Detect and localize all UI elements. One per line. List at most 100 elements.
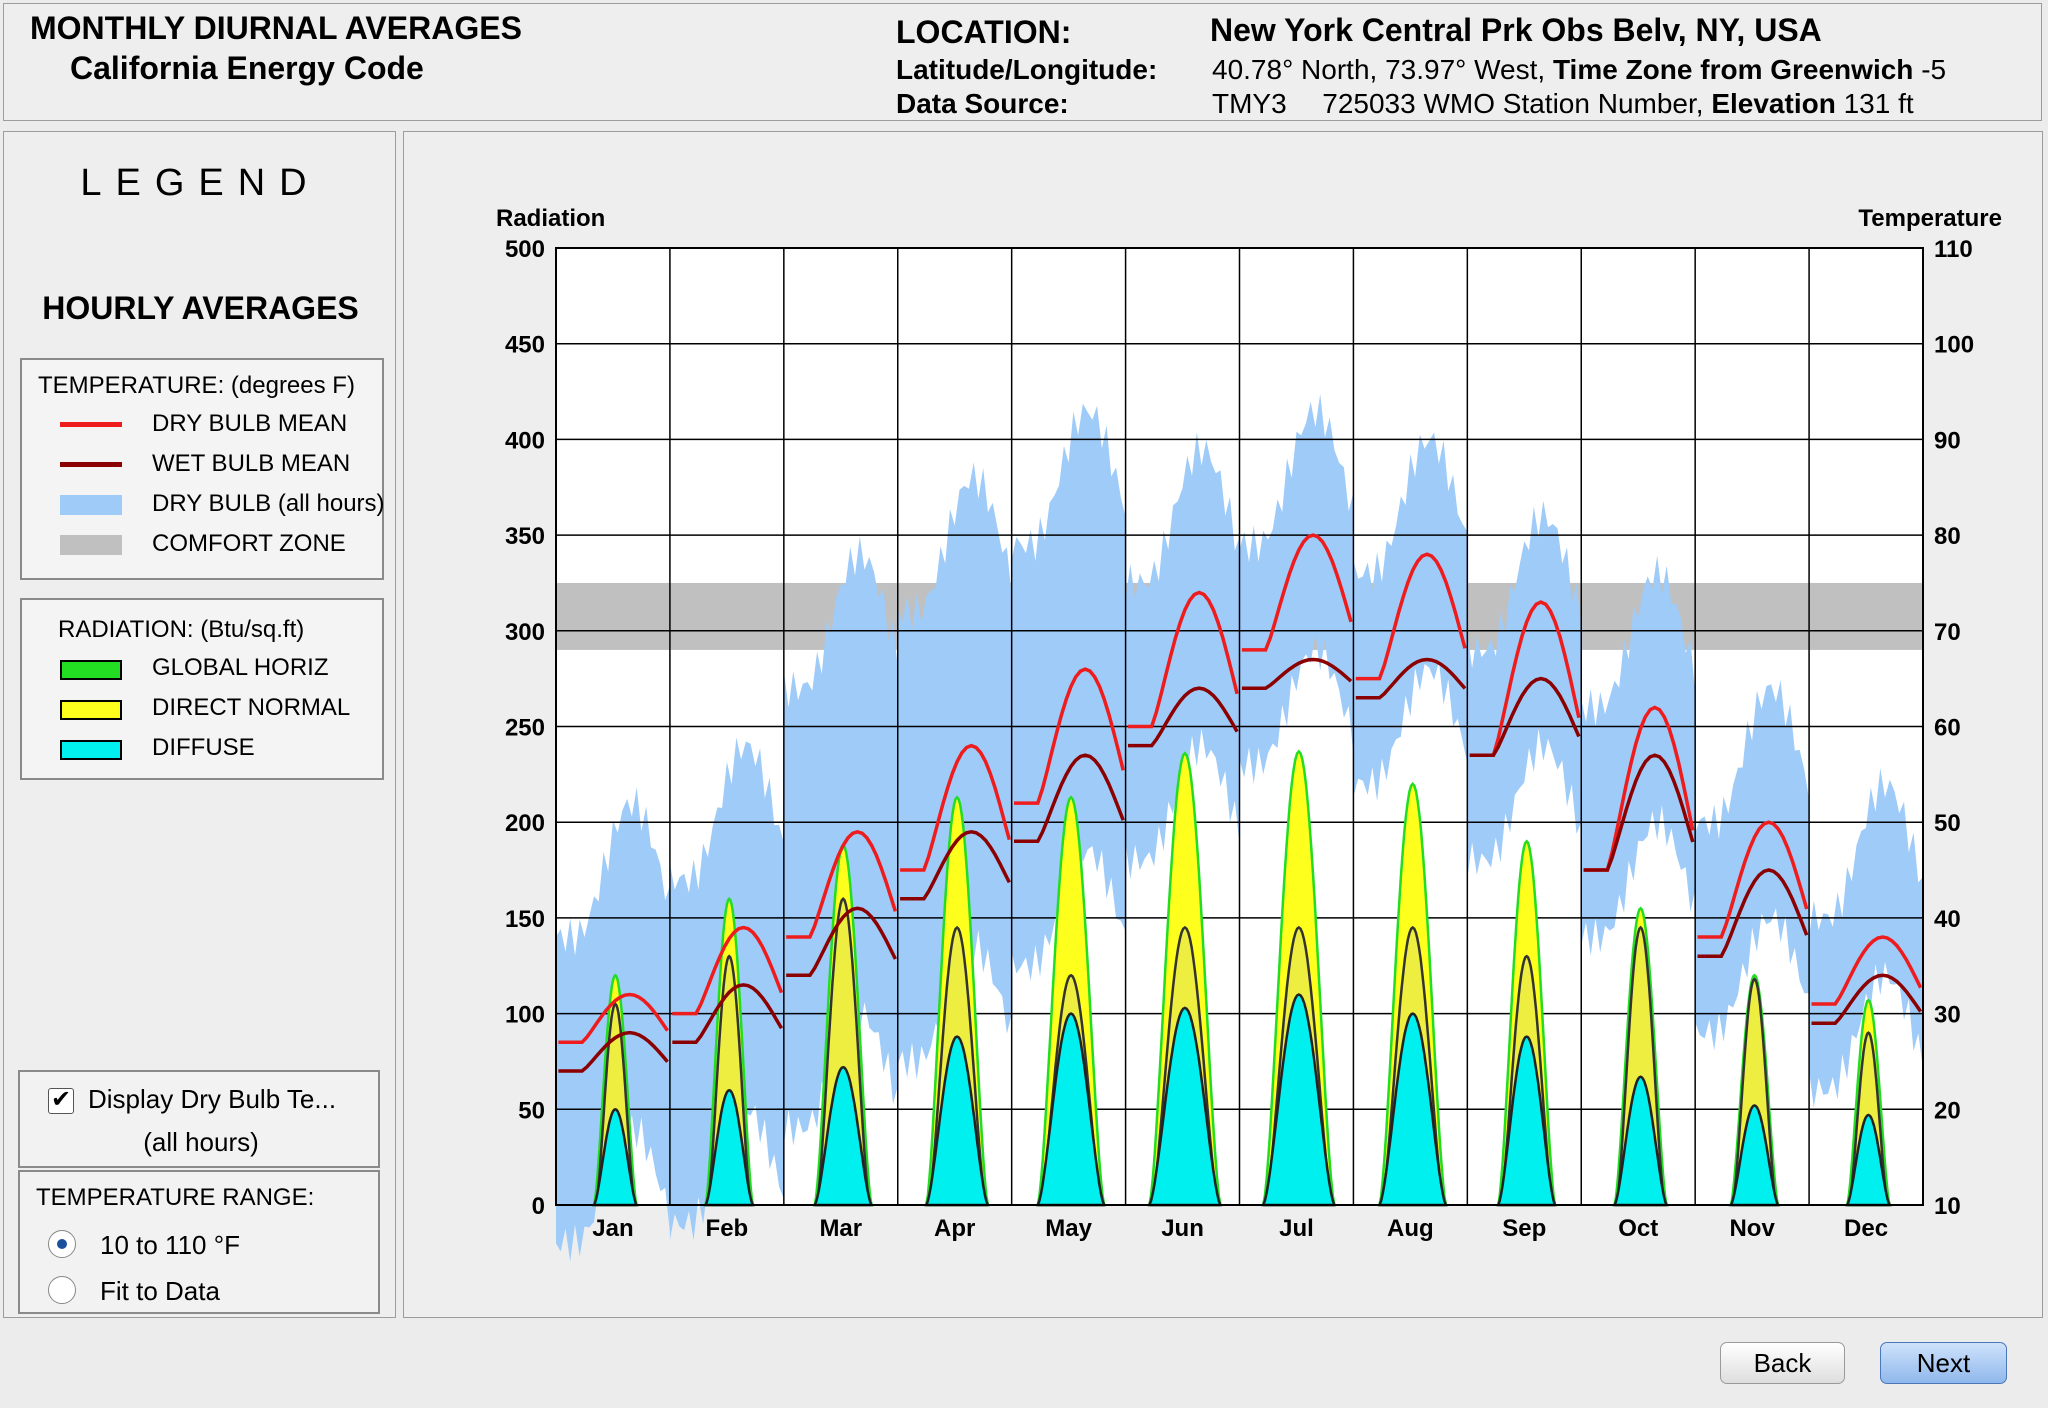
month-tick-label: Sep [1502,1215,1546,1242]
legend-label: GLOBAL HORIZ [152,654,329,681]
radiation-tick-label: 500 [505,236,545,263]
display-dry-bulb-sublabel: (all hours) [143,1127,259,1157]
diffuse-area [592,1107,639,1207]
temperature-tick-label: 10 [1934,1193,1961,1220]
radiation-tick-label: 300 [505,619,545,646]
diffuse-area [1261,993,1337,1207]
dry-bulb-mean-line [1811,935,1923,1006]
elevation-label: Elevation [1711,88,1836,119]
timezone-label: Time Zone from Greenwich [1552,54,1914,85]
temperature-range-header: TEMPERATURE RANGE: [36,1184,315,1211]
dry-bulb-mean-line [1355,552,1467,681]
range-option-fit-label[interactable]: Fit to Data [100,1276,220,1306]
source-value: TMY3 [1212,88,1287,119]
dry-bulb-mean-line [672,925,784,1016]
temperature-tick-label: 80 [1934,523,1961,550]
display-dry-bulb-control[interactable]: ✔ Display Dry Bulb Te... (all hours) [18,1070,380,1168]
diffuse-area [1728,1104,1781,1207]
legend-label: WET BULB MEAN [152,450,351,477]
legend-label: DRY BULB MEAN [152,410,348,437]
back-button[interactable]: Back [1720,1342,1845,1384]
location-label: LOCATION: [896,14,1072,50]
radiation-axis-label: Radiation [496,205,605,232]
dry-bulb-mean-line [558,992,669,1045]
wet-bulb-mean-line [1583,753,1695,872]
radio-selected-dot [57,1239,67,1249]
dry-bulb-all-hours-band [1695,680,1810,1051]
wet-bulb-mean-swatch [60,462,122,467]
temperature-axis-label: Temperature [1858,205,2002,232]
location-value: New York Central Prk Obs Belv, NY, USA [1210,12,1822,48]
month-tick-label: Nov [1729,1215,1775,1242]
hourly-averages-heading: HOURLY AVERAGES [42,290,359,326]
month-tick-label: Jun [1161,1215,1204,1242]
diffuse-area [924,1035,990,1207]
temperature-tick-label: 20 [1934,1097,1961,1124]
page-subtitle: California Energy Code [70,50,424,86]
temperature-tick-label: 40 [1934,906,1961,933]
radiation-tick-label: 150 [505,906,545,933]
next-button[interactable]: Next [1880,1342,2007,1384]
radiation-legend-header: RADIATION: (Btu/sq.ft) [58,616,305,643]
radiation-legend-box: RADIATION: (Btu/sq.ft) GLOBAL HORIZ DIRE… [20,598,384,780]
month-tick-label: Feb [706,1215,749,1242]
radiation-tick-label: 0 [532,1193,545,1220]
display-dry-bulb-checkbox[interactable]: ✔ [48,1088,74,1114]
diffuse-area [1845,1113,1892,1207]
month-tick-label: Mar [819,1215,862,1242]
direct-normal-swatch [60,700,122,720]
range-option-10-110-label[interactable]: 10 to 110 °F [100,1230,241,1260]
diffuse-swatch [60,740,122,760]
temperature-tick-label: 60 [1934,715,1961,742]
page-title: MONTHLY DIURNAL AVERAGES [30,10,522,46]
temperature-tick-label: 30 [1934,1002,1961,1029]
dry-bulb-all-swatch [60,495,122,515]
dry-bulb-mean-line [900,743,1011,872]
dry-bulb-all-hours-band [1125,432,1240,880]
display-dry-bulb-label: Display Dry Bulb Te... [88,1084,337,1114]
month-tick-label: Jul [1279,1215,1314,1242]
month-tick-label: Oct [1618,1215,1658,1242]
dry-bulb-mean-line [1014,667,1125,805]
wet-bulb-mean-line [1128,686,1239,748]
wet-bulb-mean-line [786,906,897,978]
month-tick-label: Jan [592,1215,633,1242]
dry-bulb-all-hours-band [1353,432,1468,801]
wet-bulb-mean-line [1697,868,1809,958]
wet-bulb-mean-line [900,830,1011,901]
radiation-tick-label: 250 [505,715,545,742]
wet-bulb-mean-line [1014,753,1125,844]
temperature-legend-box: TEMPERATURE: (degrees F) DRY BULB MEAN W… [20,358,385,580]
diffuse-area [812,1065,874,1207]
radiation-tick-label: 100 [505,1002,545,1029]
month-tick-label: Apr [934,1215,975,1242]
plot-border [555,247,1924,1206]
wmo-value: 725033 WMO Station Number, [1322,88,1704,119]
wet-bulb-mean-line [1241,657,1353,690]
range-radio-10-110[interactable] [48,1230,76,1258]
diffuse-area [1147,1006,1223,1207]
temperature-tick-label: 70 [1934,619,1961,646]
diffuse-area [1612,1075,1669,1207]
temperature-tick-label: 110 [1934,236,1973,263]
wet-bulb-mean-line [1469,676,1581,757]
month-tick-label: May [1045,1215,1092,1242]
legend-label: COMFORT ZONE [152,530,346,557]
diffuse-area [1496,1035,1557,1207]
radiation-tick-label: 50 [518,1097,545,1124]
month-tick-label: Aug [1387,1215,1434,1242]
temperature-tick-label: 100 [1934,332,1974,359]
diffuse-area [1035,1012,1107,1207]
temperature-legend-header: TEMPERATURE: (degrees F) [38,372,355,399]
dry-bulb-mean-swatch [60,422,122,427]
diffuse-area [1377,1012,1448,1207]
radiation-tick-label: 400 [505,427,545,454]
range-radio-fit-to-data[interactable] [48,1276,76,1304]
comfort-zone-swatch [60,535,122,555]
legend-label: DIRECT NORMAL [152,694,351,721]
temperature-tick-label: 90 [1934,427,1961,454]
wet-bulb-mean-line [558,1030,669,1073]
dry-bulb-mean-line [786,829,898,939]
radiation-tick-label: 200 [505,810,545,837]
latlon-label: Latitude/Longitude: [896,54,1158,85]
